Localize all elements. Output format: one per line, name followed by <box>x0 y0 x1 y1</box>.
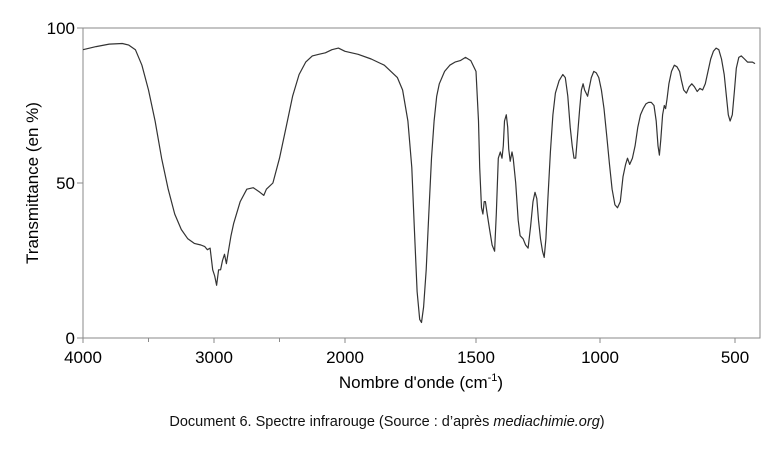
y-axis: 0 50 100 <box>47 19 83 348</box>
x-tick-label: 500 <box>721 348 749 367</box>
x-tick-label: 2000 <box>326 348 364 367</box>
caption-prefix: Document 6. Spectre infrarouge (Source :… <box>169 414 494 430</box>
x-axis: 4000 3000 2000 1500 1000 500 <box>64 338 749 367</box>
x-tick-label: 1500 <box>457 348 495 367</box>
y-axis-title: Transmittance (en %) <box>23 102 42 264</box>
y-tick-label: 0 <box>66 329 75 348</box>
x-axis-title: Nombre d'onde (cm-1) <box>339 372 503 392</box>
x-axis-title-sup: -1 <box>488 372 498 384</box>
x-axis-title-main: Nombre d'onde (cm <box>339 373 488 392</box>
x-tick-label: 1000 <box>581 348 619 367</box>
caption-suffix: ) <box>599 414 605 430</box>
x-tick-label: 4000 <box>64 348 102 367</box>
transmittance-curve <box>82 42 756 324</box>
figure-caption: Document 6. Spectre infrarouge (Source :… <box>0 414 774 430</box>
y-tick-label: 100 <box>47 19 75 38</box>
plot-frame <box>82 27 761 339</box>
ir-spectrum-chart: 0 50 100 4000 3000 2000 1500 1000 500 Transmitt… <box>23 19 761 392</box>
x-axis-title-end: ) <box>497 373 503 392</box>
caption-source: mediachimie.org <box>493 414 600 430</box>
x-tick-label: 3000 <box>195 348 233 367</box>
y-tick-label: 50 <box>56 174 75 193</box>
